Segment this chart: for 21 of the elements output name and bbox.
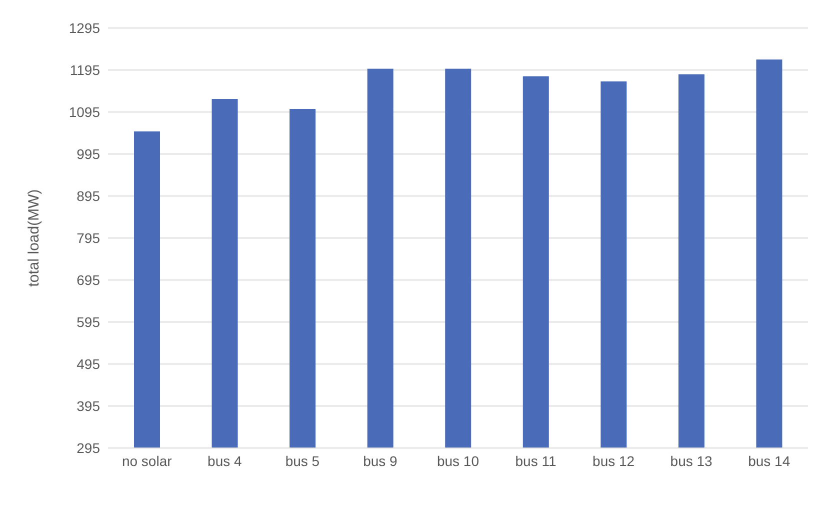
x-tick-label: bus 5 (285, 452, 320, 469)
y-tick-label: 495 (76, 356, 100, 372)
y-tick-label: 395 (76, 398, 100, 414)
x-tick-label: bus 11 (515, 452, 556, 469)
y-tick-label: 1195 (70, 62, 100, 78)
y-tick-label: 695 (76, 272, 100, 288)
x-tick-label: bus 10 (436, 452, 480, 469)
y-tick-label: 295 (76, 440, 100, 456)
y-tick-label: 795 (76, 230, 100, 246)
y-tick-label: 595 (76, 314, 100, 330)
x-tick-label: no solar (122, 452, 172, 469)
x-tick-label: bus 12 (592, 452, 635, 469)
y-tick-label: 995 (76, 146, 100, 162)
y-tick-label: 1095 (68, 104, 100, 120)
x-tick-label: bus 4 (208, 452, 242, 469)
y-tick-label: 895 (76, 188, 100, 204)
y-tick-label: 1295 (68, 20, 100, 36)
x-tick-label: bus 14 (748, 452, 790, 469)
x-tick-label: bus 9 (363, 452, 398, 469)
y-axis-title: total load(MW) (25, 189, 42, 287)
x-tick-label: bus 13 (670, 452, 713, 469)
